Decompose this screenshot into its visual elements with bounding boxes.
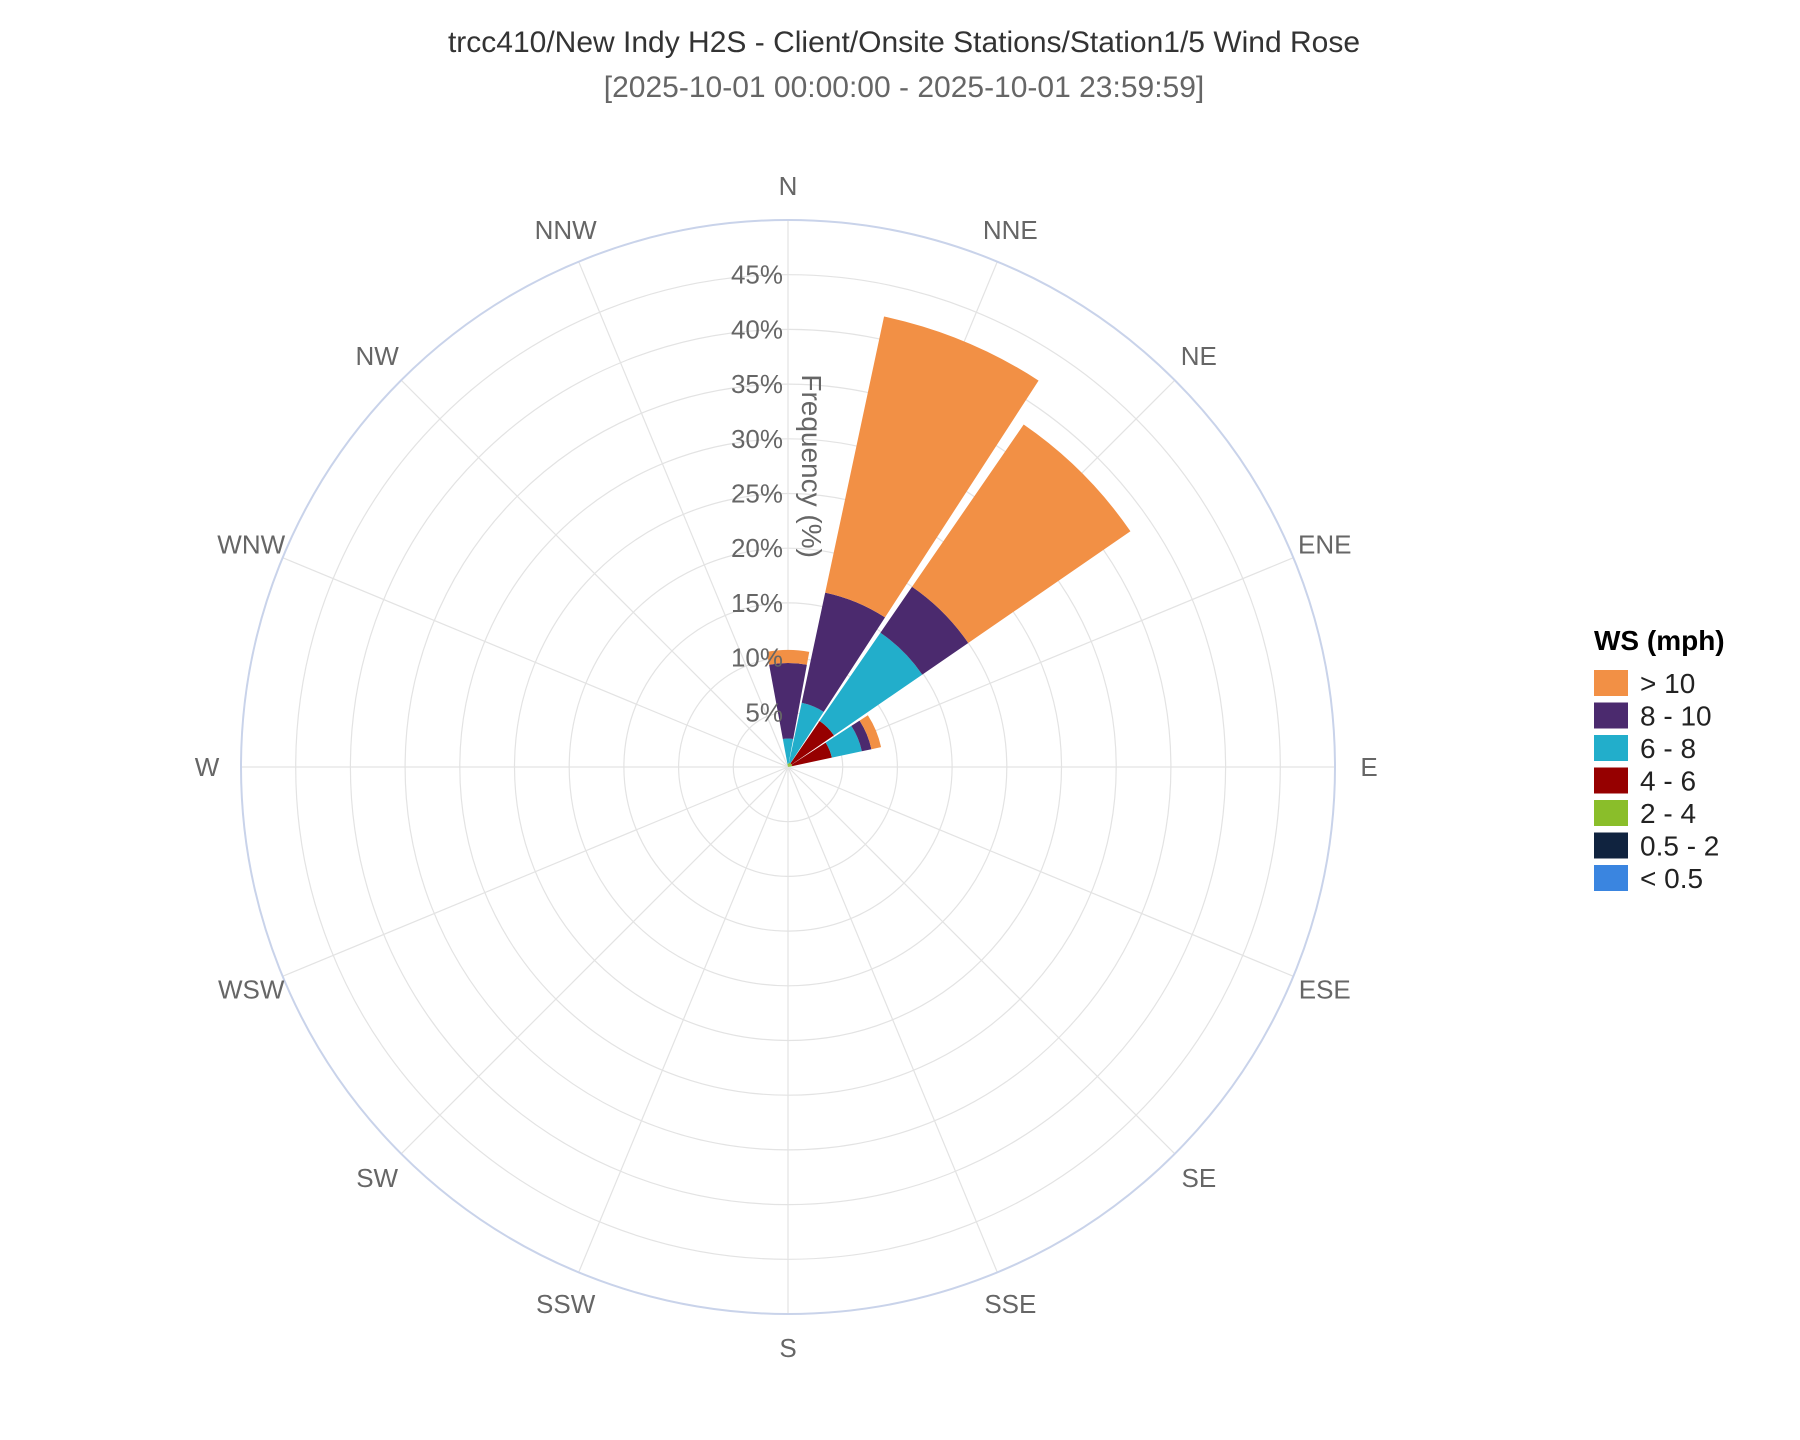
radial-ticks: 5% 10% 15% 20% 25% 30% 35% 40% 45% <box>731 260 783 728</box>
legend-swatch[interactable] <box>1594 702 1628 729</box>
legend-swatch[interactable] <box>1594 865 1628 891</box>
radial-axis-title: Frequency (%) <box>796 374 827 558</box>
direction-label-ese: ESE <box>1299 974 1351 1004</box>
direction-label-ene: ENE <box>1298 530 1351 560</box>
grid-spoke <box>787 766 1294 977</box>
direction-label-wsw: WSW <box>218 974 285 1004</box>
direction-label-ssw: SSW <box>536 1289 596 1319</box>
chart-subtitle: [2025-10-01 00:00:00 - 2025-10-01 23:59:… <box>604 71 1204 104</box>
radial-tick-label: 45% <box>731 260 783 290</box>
legend-item-label[interactable]: 4 - 6 <box>1640 766 1696 797</box>
bar-ene-segment <box>825 725 862 758</box>
bar-ene-segment <box>788 764 793 767</box>
grid-spoke <box>282 557 789 768</box>
grid-spoke <box>787 766 998 1273</box>
bar-ne-segment <box>788 763 792 767</box>
legend: WS (mph) > 108 - 106 - 84 - 62 - 40.5 - … <box>1594 625 1725 894</box>
grid-spoke <box>787 766 1176 1155</box>
grid-spoke <box>578 766 789 1273</box>
legend-swatch[interactable] <box>1594 670 1628 696</box>
bar-nne-segment <box>788 762 791 767</box>
grid-spoke <box>282 766 789 977</box>
radial-tick-label: 20% <box>731 533 783 563</box>
legend-item-label[interactable]: > 10 <box>1640 668 1695 699</box>
bar-ne-segment <box>790 721 834 765</box>
direction-labels: N NNE NE ENE E ESE SE SSE S SSW SW WSW W WNW NW NNW <box>195 171 1378 1363</box>
radial-tick-label: 40% <box>731 314 783 344</box>
legend-item-label[interactable]: 0.5 - 2 <box>1640 831 1719 862</box>
legend-item-label[interactable]: 6 - 8 <box>1640 733 1696 764</box>
bar-n-segment <box>782 738 794 764</box>
legend-swatch[interactable] <box>1594 735 1628 761</box>
legend-swatch[interactable] <box>1594 832 1628 859</box>
bar-ene-segment <box>791 742 832 767</box>
legend-item-label[interactable]: 2 - 4 <box>1640 798 1696 829</box>
radial-tick-label: 30% <box>731 424 783 454</box>
direction-label-s: S <box>779 1333 796 1363</box>
legend-title: WS (mph) <box>1594 625 1725 656</box>
bar-n-segment <box>787 763 789 767</box>
direction-label-sw: SW <box>356 1163 398 1193</box>
radial-tick-label: 15% <box>731 588 783 618</box>
direction-label-n: N <box>779 171 798 201</box>
bar-nne-segment <box>825 316 1039 618</box>
radial-tick-label: 35% <box>731 369 783 399</box>
direction-label-nnw: NNW <box>535 215 598 245</box>
direction-label-se: SE <box>1181 1163 1216 1193</box>
legend-item-label[interactable]: 8 - 10 <box>1640 701 1712 732</box>
bar-ene-segment <box>859 715 882 750</box>
direction-label-ne: NE <box>1181 341 1217 371</box>
direction-label-sse: SSE <box>984 1289 1036 1319</box>
radial-tick-label: 25% <box>731 479 783 509</box>
bar-ne-segment <box>819 632 923 736</box>
bar-ne-segment <box>912 424 1131 643</box>
bar-nne-segment <box>788 702 824 764</box>
chart-title: trcc410/New Indy H2S - Client/Onsite Sta… <box>448 26 1360 59</box>
grid-spoke <box>578 261 789 768</box>
outer-circle <box>240 219 1336 1315</box>
legend-item-label[interactable]: < 0.5 <box>1640 863 1703 894</box>
bar-ne-segment <box>880 586 969 675</box>
direction-label-wnw: WNW <box>217 530 285 560</box>
polar-bars <box>766 316 1131 767</box>
legend-swatch[interactable] <box>1594 767 1628 794</box>
grid-spoke <box>400 379 789 768</box>
radial-tick-label: 10% <box>731 643 783 673</box>
direction-label-nne: NNE <box>983 215 1038 245</box>
direction-label-w: W <box>195 752 220 782</box>
bar-ene-segment <box>851 720 872 752</box>
bar-nne-segment <box>801 592 886 712</box>
bar-n-segment <box>769 663 807 740</box>
bar-n-segment <box>766 649 810 665</box>
radial-tick-label: 5% <box>745 697 783 727</box>
direction-label-e: E <box>1360 752 1377 782</box>
grid-spoke <box>400 766 789 1155</box>
legend-swatch[interactable] <box>1594 800 1628 826</box>
direction-label-nw: NW <box>356 341 400 371</box>
